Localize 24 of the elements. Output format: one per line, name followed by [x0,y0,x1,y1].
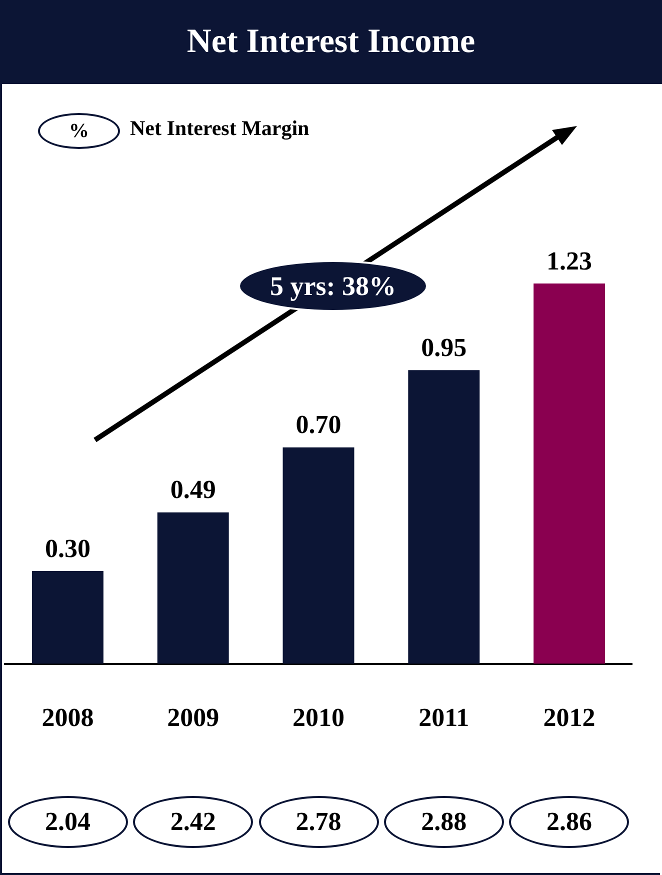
x-tick-label: 2011 [418,703,470,732]
data-label: 1.23 [546,246,592,276]
data-label: 0.49 [170,475,216,504]
annotation: 5 yrs: 38% [238,260,428,312]
data-label: 0.95 [421,332,467,362]
chart-title: Net Interest Income [0,0,662,84]
bar [534,284,606,664]
text: % [38,113,120,149]
text: 2.88 [384,796,504,848]
text: 2.78 [258,796,378,848]
x-tick-label: 2010 [292,703,344,732]
text: Net Interest Margin [130,116,310,141]
bar [282,447,354,664]
bar [32,571,104,664]
text: 2.42 [133,796,254,848]
bar [408,370,480,664]
text: 2.86 [509,796,630,848]
data-label: 0.30 [44,534,90,563]
bar [157,512,229,664]
x-tick-label: 2008 [42,703,94,732]
data-label: 0.70 [296,410,342,440]
text: 2.04 [8,796,128,848]
x-tick-label: 2009 [167,703,220,732]
x-tick-label: 2012 [543,703,596,732]
